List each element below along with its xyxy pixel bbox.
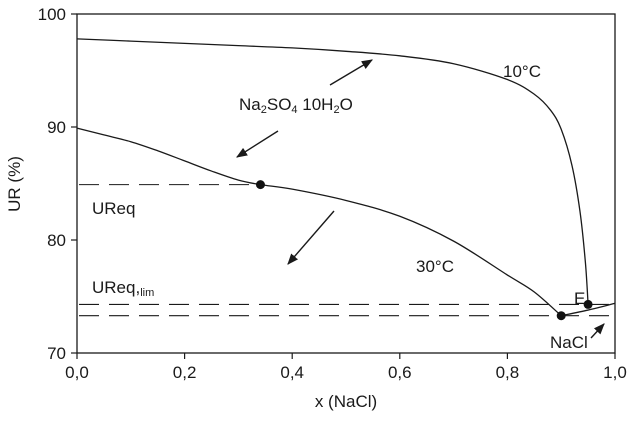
y-tick-label: 70 [47,344,66,363]
curve-nacl [561,302,616,317]
x-tick-label: 1,0 [603,363,627,382]
label-30c: 30°C [416,257,454,276]
arrow-nacl [590,323,605,339]
curve-10c [76,38,589,305]
data-point [255,180,265,190]
x-tick-label: 0,0 [65,363,89,382]
arrow-to-10c-curve [329,59,373,86]
x-tick-label: 0,8 [496,363,520,382]
arrow-na2so4-region [236,130,279,158]
label-na2so4: Na2SO4 10H2O [239,95,353,116]
y-axis-title: UR (%) [5,156,24,212]
eutonic-point-e [583,299,593,309]
label-e: E [574,289,585,308]
label-10c: 10°C [503,62,541,81]
x-axis-title: x (NaCl) [315,392,377,411]
y-tick-label: 90 [47,118,66,137]
arrow-below-30c [287,210,335,265]
y-tick-label: 100 [38,5,66,24]
axis-ticks: 0,0 0,2 0,4 0,6 0,8 1,0 70 80 90 100 [38,5,627,382]
y-tick-label: 80 [47,231,66,250]
x-tick-label: 0,4 [280,363,304,382]
label-nacl: NaCl [550,333,588,352]
label-ureq-lim: UReq,lim [92,278,154,299]
points [255,180,593,321]
label-ureq: UReq [92,199,135,218]
reference-lines [79,184,613,317]
x-tick-label: 0,2 [173,363,197,382]
data-point [556,311,566,321]
plot-frame [76,13,616,354]
x-tick-label: 0,6 [388,363,412,382]
